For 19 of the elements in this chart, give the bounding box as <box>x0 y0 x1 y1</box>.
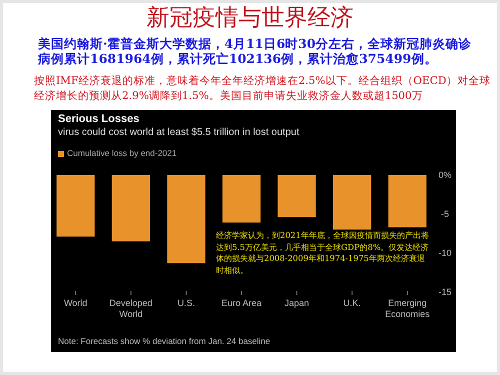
x-tick-label: Emerging Economies <box>384 298 431 320</box>
text: Note: Forecasts show % deviation from Jan. 24 baseline <box>58 336 270 346</box>
x-tick-label: World <box>62 298 88 309</box>
text: 按照IMF经济衰退的标准，意味着今年全年经济增速在2.5%以下。经合组织（OECD）对全球经济增长的预测从2.9%调降到1.5%。美国目前申请失业救济金人数或超1500万 <box>34 74 492 104</box>
x-tick-label: Developed World <box>108 298 154 320</box>
y-tick-label: -10 <box>436 247 454 259</box>
x-tick-label: Japan <box>284 298 310 309</box>
text: Serious Losses <box>58 113 140 125</box>
y-tick-label: -15 <box>436 286 454 298</box>
y-tick-label: 0% <box>436 169 454 181</box>
x-tick-label: U.K. <box>342 298 362 309</box>
text: virus could cost world at least $5.5 trillion in lost output <box>58 127 300 138</box>
x-tick-label: U.S. <box>176 298 196 309</box>
chart-title: 新冠疫情与世界经济 <box>146 4 354 32</box>
y-tick-label: -5 <box>436 208 454 220</box>
text: 美国约翰斯·霍普金斯大学数据，4月11日6时30分左右，全球新冠肺炎确诊病例累计1681964例，累计死亡102136例，累计治愈375499例。 <box>38 36 473 66</box>
legend-label: Cumulative loss by end-2021 <box>67 148 177 158</box>
x-tick-label: Euro Area <box>220 298 263 309</box>
annotation: 经济学家认为，到2021年年底，全球因疫情而损失的产出将达到5.5万亿美元，几乎相当于全球GDP的8%。仅发达经济体的损失就与2008-2009年和1974-1975年两次经济衰退时相似。 <box>216 230 430 276</box>
